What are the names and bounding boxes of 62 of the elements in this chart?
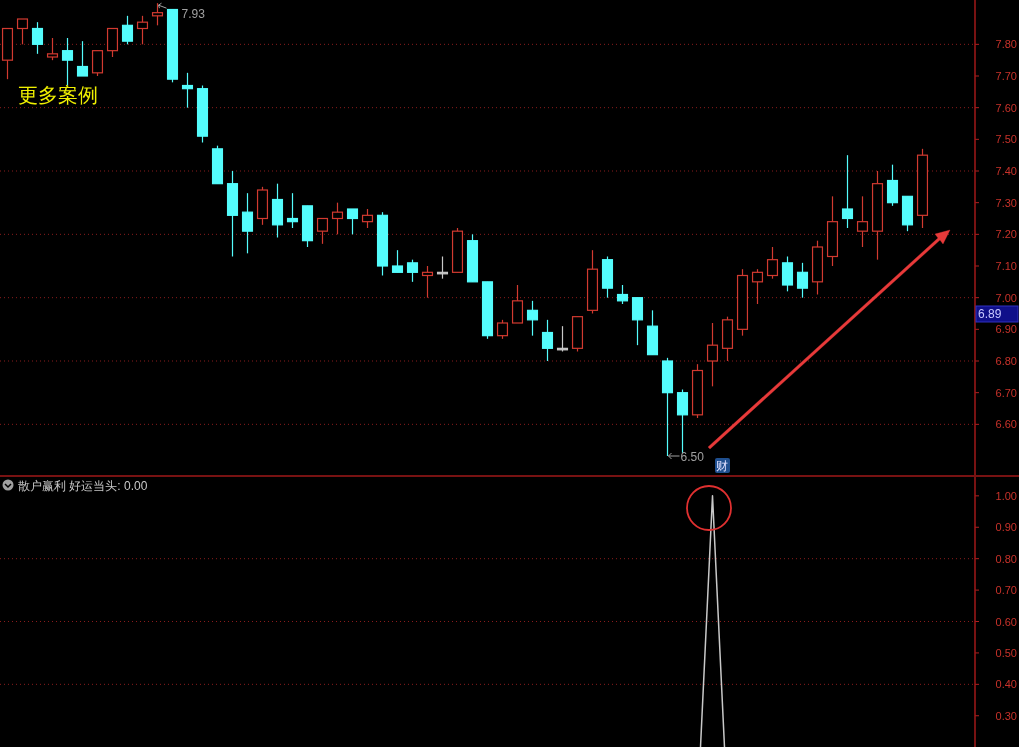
candlestick (796, 262, 809, 299)
y-tick-label: 0.50 (995, 646, 1017, 659)
candlestick (631, 297, 644, 346)
candlestick (391, 249, 404, 273)
candlestick (31, 21, 44, 55)
candlestick (316, 217, 329, 245)
y-tick-label: 1.00 (995, 489, 1017, 502)
candlestick (766, 246, 779, 280)
candlestick (121, 15, 134, 45)
candlestick (91, 50, 104, 77)
candlestick (61, 37, 74, 87)
candlestick (46, 37, 59, 61)
candlestick (706, 322, 719, 387)
candlestick (526, 300, 539, 337)
y-tick-label: 7.10 (995, 260, 1017, 272)
candlestick (181, 72, 194, 109)
y-tick-label: 0.70 (995, 584, 1017, 597)
y-tick-label: 7.40 (995, 165, 1017, 177)
candlestick (136, 15, 149, 45)
candlestick (841, 154, 854, 229)
candlestick (76, 40, 89, 77)
y-tick-label: 6.90 (995, 323, 1017, 336)
candlestick (781, 255, 794, 292)
y-tick-label: 0.30 (995, 709, 1017, 722)
y-tick-label: 6.80 (995, 355, 1017, 367)
y-tick-label: 6.70 (995, 386, 1017, 399)
y-tick-label: 7.50 (995, 133, 1017, 146)
candlestick (346, 208, 359, 235)
candlestick (886, 164, 899, 207)
candlestick (616, 284, 629, 305)
candlestick (856, 195, 869, 248)
candlestick (241, 192, 254, 254)
candlestick (676, 388, 689, 454)
candlestick (361, 208, 374, 229)
text: 6.89 (978, 307, 1002, 321)
candlestick (16, 18, 29, 45)
y-tick-label: 7.20 (995, 228, 1017, 241)
annotation: 7.93 (181, 7, 206, 22)
annotation: 6.50 (680, 450, 705, 464)
candlestick (286, 192, 299, 229)
y-tick-label: 0.90 (995, 521, 1017, 534)
candlestick (511, 284, 524, 324)
candlestick (541, 319, 554, 362)
y-tick-label: 0.60 (995, 615, 1017, 628)
y-tick-label: 7.30 (995, 196, 1017, 209)
candlestick (421, 265, 434, 299)
y-tick-label: 7.70 (995, 70, 1017, 82)
y-tick-label: 7.60 (995, 101, 1017, 114)
candlestick (331, 202, 344, 235)
y-tick-label: 0.80 (995, 552, 1017, 565)
y-tick-label: 7.80 (995, 38, 1017, 51)
candlestick (151, 2, 164, 26)
y-tick-label: 0.40 (995, 678, 1017, 691)
candlestick (106, 27, 119, 58)
candlestick (496, 319, 509, 340)
candlestick (406, 259, 419, 283)
annotation: 财 (716, 459, 728, 473)
candlestick (751, 268, 764, 305)
y-tick-label: 6.60 (995, 418, 1017, 431)
y-tick-label: 7.00 (995, 291, 1017, 304)
annotation: 更多案例 (18, 84, 98, 106)
chart-title: 散户赢利 好运当头: 0.00 (18, 479, 148, 493)
